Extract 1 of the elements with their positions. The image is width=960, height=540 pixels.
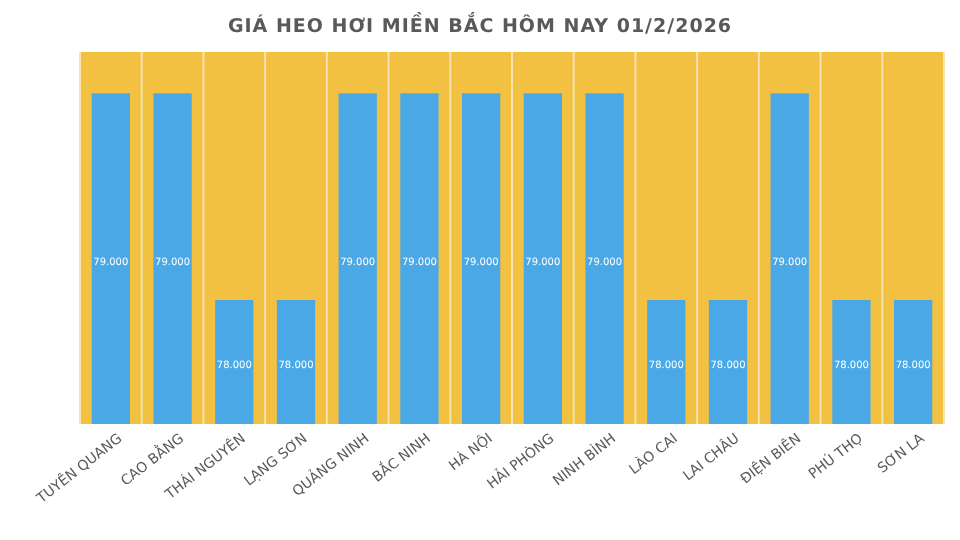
chart-title: GIÁ HEO HƠI MIỀN BẮC HÔM NAY 01/2/2026 [227,10,733,38]
